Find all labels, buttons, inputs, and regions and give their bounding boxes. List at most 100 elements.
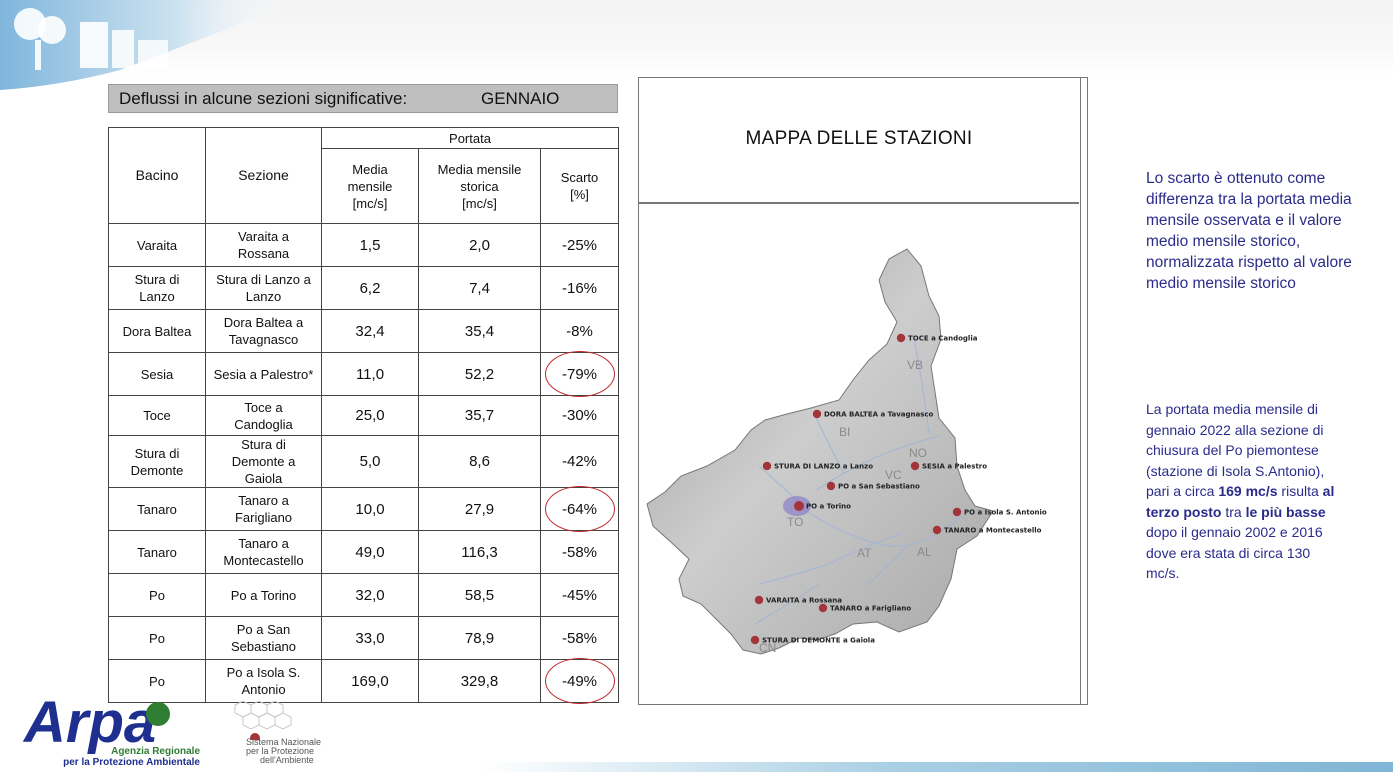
highlight-circle — [544, 486, 615, 532]
header-portata: Portata — [321, 127, 619, 149]
province-label: VB — [907, 358, 923, 372]
cell-sezione-line: Po a Isola S. — [226, 665, 301, 680]
cell-scarto: -58% — [540, 530, 619, 574]
cell-bacino: Stura di Lanzo — [108, 266, 206, 310]
cell-media: 1,5 — [321, 223, 419, 267]
note2-text: La portata media mensile di gennaio 2022… — [1146, 401, 1325, 499]
province-label: BI — [839, 425, 850, 439]
table-title-text: Deflussi in alcune sezioni significative… — [119, 89, 408, 108]
station-label: VARAITA a Rossana — [766, 597, 842, 605]
cell-media: 6,2 — [321, 266, 419, 310]
cell-sezione: Po a San Sebastiano — [205, 616, 322, 660]
cell-storica: 52,2 — [418, 352, 541, 396]
station-label: STURA DI DEMONTE a Gaiola — [762, 637, 875, 645]
station-label: TANARO a Farigliano — [830, 605, 911, 613]
cell-bacino: Po — [108, 659, 206, 703]
table-row: Dora Baltea Dora Baltea a Tavagnasco 32,4 35… — [108, 309, 619, 353]
station-dot — [812, 409, 822, 419]
cell-sezione-line: Gaiola — [244, 471, 283, 486]
cell-bacino: Po — [108, 573, 206, 617]
station-dot — [932, 525, 942, 535]
header-scarto-line: Scarto — [560, 170, 599, 185]
map-title: MAPPA DELLE STAZIONI — [745, 128, 973, 149]
cell-storica: 58,5 — [418, 573, 541, 617]
cell-scarto: -30% — [540, 395, 619, 436]
cell-sezione: Toce a Candoglia — [205, 395, 322, 436]
cell-bacino-line: Lanzo — [139, 289, 175, 304]
note2-text: dopo il gennaio 2002 e 2016 dove era sta… — [1146, 524, 1323, 581]
station-label: SESIA a Palestro — [922, 463, 987, 471]
cell-sezione: Tanaro a Farigliano — [205, 487, 322, 531]
cell-sezione: Dora Baltea a Tavagnasco — [205, 309, 322, 353]
cell-media: 10,0 — [321, 487, 419, 531]
cell-sezione-line: Tavagnasco — [228, 332, 299, 347]
header-sezione: Sezione — [205, 127, 322, 224]
table-title: Deflussi in alcune sezioni significative… — [108, 84, 618, 113]
flows-table: Bacino Sezione Portata Media mensile [mc/s… — [108, 127, 619, 703]
piemonte-map: TOCE a Candoglia DORA BALTEA a Tavagnasco… — [646, 248, 1047, 655]
note-po-january: La portata media mensile di gennaio 2022… — [1146, 399, 1346, 584]
panel-divider — [1079, 78, 1081, 704]
cell-bacino-line: Sesia — [140, 366, 174, 382]
station-label: PO a San Sebastiano — [838, 483, 920, 491]
cell-sezione-line: Rossana — [237, 246, 290, 261]
cell-media: 169,0 — [321, 659, 419, 703]
station-dot — [896, 333, 906, 343]
table-row: Tanaro Tanaro a Farigliano 10,0 27,9 -64% — [108, 487, 619, 531]
highlight-circle — [544, 351, 615, 397]
arpa-logo: Arpa Agenzia Regionale per la Protezione… — [22, 690, 200, 768]
cell-bacino-line: Stura di — [134, 445, 180, 461]
header-media-mensile-line: Media — [352, 161, 388, 177]
cell-sezione: Po a Isola S. Antonio — [205, 659, 322, 703]
cell-sezione-line: Po a Torino — [230, 587, 297, 603]
station-label: DORA BALTEA a Tavagnasco — [824, 411, 934, 419]
cell-media: 32,0 — [321, 573, 419, 617]
cell-media: 33,0 — [321, 616, 419, 660]
cell-sezione-line: Tanaro a — [238, 493, 289, 508]
cell-media: 5,0 — [321, 435, 419, 488]
snpa-line: dell'Ambiente — [260, 755, 314, 765]
cell-bacino: Tanaro — [108, 530, 206, 574]
note2-bold: 169 mc/s — [1218, 483, 1278, 499]
note2-text: tra — [1221, 503, 1246, 520]
header-media-mensile-line: [mc/s] — [352, 195, 388, 211]
cell-sezione-line: Stura di — [241, 437, 286, 452]
cell-storica: 78,9 — [418, 616, 541, 660]
arpa-logo-name: Arpa — [22, 690, 156, 755]
header-media-storica-line: storica — [460, 178, 499, 194]
province-label: VC — [885, 468, 902, 482]
cell-scarto: -58% — [540, 616, 619, 660]
cell-bacino: Tanaro — [108, 487, 206, 531]
station-label: PO a Torino — [806, 503, 851, 511]
table-month: GENNAIO — [481, 89, 560, 108]
arpa-logo-line2: per la Protezione Ambientale — [63, 757, 200, 768]
header-bacino: Bacino — [108, 127, 206, 224]
cell-sezione-line: Sebastiano — [230, 639, 297, 654]
station-dot — [818, 603, 828, 613]
cell-media: 11,0 — [321, 352, 419, 396]
cell-media: 32,4 — [321, 309, 419, 353]
cell-sezione: Sesia a Palestro* — [205, 352, 322, 396]
header-scarto: Scarto [%] — [540, 148, 619, 224]
station-label: STURA DI LANZO a Lanzo — [774, 463, 873, 471]
note2-bold: al terzo posto — [1146, 483, 1335, 520]
cell-sezione-line: Candoglia — [234, 416, 293, 432]
footer-band — [480, 762, 1393, 772]
stations-layer: TOCE a Candoglia DORA BALTEA a Tavagnasco… — [750, 333, 1047, 645]
cell-sezione-line: Tanaro a — [238, 536, 289, 551]
cell-bacino: Varaita — [108, 223, 206, 267]
cell-bacino-line: Varaita — [136, 237, 178, 253]
highlight-circle — [544, 658, 615, 704]
cell-bacino-line: Po — [149, 630, 165, 646]
cell-scarto: -8% — [540, 309, 619, 353]
table-row: Po Po a Torino 32,0 58,5 -45% — [108, 573, 619, 617]
cell-bacino: Stura di Demonte — [108, 435, 206, 488]
cell-bacino: Po — [108, 616, 206, 660]
table-row: Sesia Sesia a Palestro* 11,0 52,2 -79% — [108, 352, 619, 396]
header-media-storica: Media mensile storica [mc/s] — [418, 148, 541, 224]
cell-bacino: Dora Baltea — [108, 309, 206, 353]
cell-bacino-line: Tanaro — [137, 544, 177, 560]
cell-sezione-line: Lanzo — [245, 289, 282, 304]
province-label: NO — [909, 446, 927, 460]
cell-scarto: -16% — [540, 266, 619, 310]
